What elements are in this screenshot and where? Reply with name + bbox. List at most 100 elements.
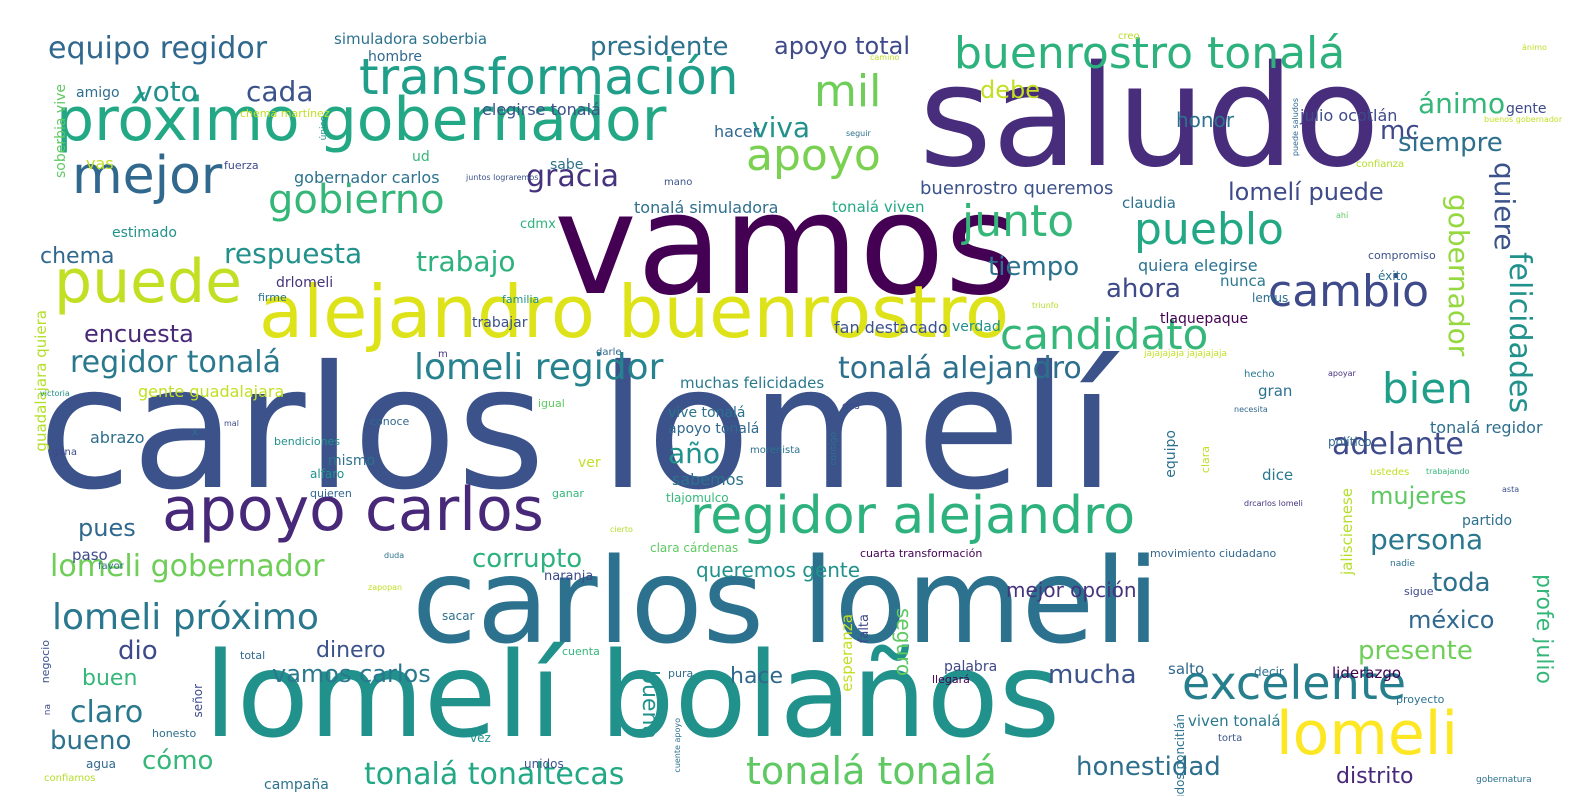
word: gobernador carlos <box>294 168 440 187</box>
word: clara cárdenas <box>650 541 739 555</box>
word: negocio <box>39 640 52 684</box>
word: tonalá simuladora <box>634 198 779 217</box>
word-cloud: carlos lomelí vamos saludo carlos lomeli… <box>14 14 1566 796</box>
word: bueno <box>50 726 132 756</box>
word: hace <box>730 664 784 689</box>
word: tiempo <box>988 252 1080 282</box>
word: morenista <box>750 445 801 456</box>
word: persona <box>1370 523 1484 556</box>
word: partido <box>1462 513 1513 529</box>
word: claudia <box>1122 194 1176 212</box>
word: clara <box>1199 446 1212 474</box>
word: lomelí puede <box>1228 178 1384 206</box>
word: vive tonalá <box>668 405 746 421</box>
word: hecho <box>1244 369 1275 380</box>
word: falta <box>857 614 872 644</box>
word: naranja <box>544 569 594 584</box>
word: tonalá tonaltecas <box>364 757 625 792</box>
word: gobierno <box>268 177 445 223</box>
word: simuladora soberbia <box>334 30 488 48</box>
word: na <box>43 704 53 716</box>
word: paso <box>72 546 108 564</box>
word: siempre <box>1398 128 1503 158</box>
word: verdad <box>952 319 1001 335</box>
word: puede <box>54 247 243 317</box>
word: lomeli regidor <box>414 347 664 388</box>
word: familia <box>502 293 540 306</box>
word: igual <box>538 397 565 410</box>
word: dos <box>842 401 860 412</box>
word: toda <box>1432 568 1491 598</box>
word: seguir <box>846 129 871 138</box>
word: apoyo total <box>774 32 911 60</box>
word: lomeli próximo <box>52 597 319 638</box>
word: trabajar <box>472 315 528 331</box>
word: chema <box>40 244 115 269</box>
word: presidente <box>590 32 729 62</box>
word: mil <box>814 66 882 117</box>
word: distrito <box>1336 764 1414 789</box>
word: candidato <box>1000 310 1209 359</box>
word: gana <box>52 447 77 458</box>
word: bien <box>1382 364 1473 413</box>
word: saludo <box>919 36 1380 199</box>
word: méxico <box>1408 606 1495 634</box>
word: jaliscienese <box>1338 488 1356 575</box>
word: necesita <box>1234 405 1268 414</box>
word: decir <box>1254 665 1284 679</box>
word: claro <box>70 695 144 730</box>
word: debe <box>980 76 1040 104</box>
word: abrazo <box>90 428 145 447</box>
word: asta <box>1502 485 1520 494</box>
word: esperanza <box>838 614 856 692</box>
word: bendiciones <box>274 435 341 448</box>
word: éxito <box>1378 269 1408 283</box>
word: favor <box>98 561 124 572</box>
word: hacer <box>714 122 760 141</box>
word: nunca <box>1220 272 1266 290</box>
word: duda <box>384 551 405 560</box>
word: transformación <box>359 48 739 106</box>
word: sigue <box>1404 585 1434 598</box>
word: ahí <box>1336 211 1349 220</box>
word: quieren <box>310 487 352 500</box>
word: cuarta transformación <box>860 547 983 560</box>
word: pura <box>668 667 694 680</box>
word: trabajando <box>1426 467 1470 476</box>
word: amigo <box>76 85 120 101</box>
word: chema martínez <box>240 107 330 120</box>
word: político <box>1328 435 1372 449</box>
word: guadalajara quiera <box>32 310 50 452</box>
word: pues <box>78 514 136 542</box>
word: jajajajaja jajajajaja <box>1144 349 1228 359</box>
word: sacar <box>442 609 475 623</box>
word: alejandro buenrostro <box>259 270 1009 354</box>
word: firme <box>258 291 287 304</box>
word: mujeres <box>1370 482 1467 510</box>
word: ahora <box>1106 274 1181 304</box>
word: tlajomulco <box>666 491 729 505</box>
word: viven tonalá <box>1188 712 1281 730</box>
word: año <box>668 437 721 470</box>
word: gracia <box>526 159 619 194</box>
word: lomeli <box>1276 699 1459 769</box>
word: vamos <box>554 164 1018 327</box>
word: confiamos <box>44 773 96 784</box>
word: lomelí bolaños <box>204 626 1061 764</box>
word: dice <box>1262 466 1294 484</box>
word: regidor tonalá <box>70 345 282 380</box>
word: trabajo <box>416 245 516 278</box>
word: tonalá viven <box>832 198 925 216</box>
word: apoyo <box>746 130 881 181</box>
word: próximo gobernador <box>56 85 667 155</box>
word: seguro <box>892 608 916 677</box>
word: buen <box>82 666 138 691</box>
word: unidos <box>524 757 564 771</box>
word: hombre <box>368 49 423 65</box>
word: regidor alejandro <box>690 486 1136 546</box>
word: gobernatura <box>1476 775 1532 785</box>
word: salto <box>1168 660 1205 678</box>
word: equipo <box>1163 430 1179 478</box>
word: sabe <box>550 157 584 173</box>
word: fuerza <box>224 159 259 172</box>
